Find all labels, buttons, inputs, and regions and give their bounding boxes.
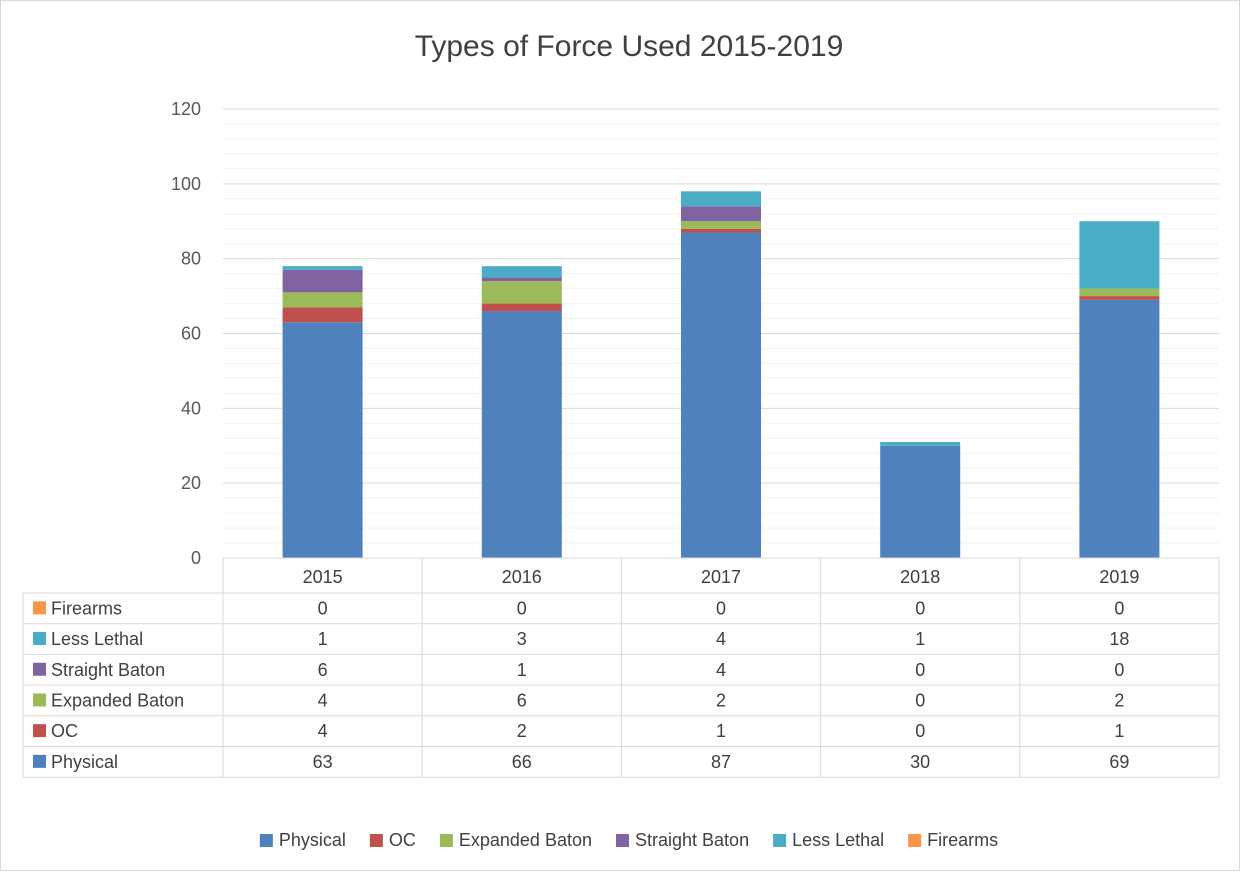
table-series-label: OC: [51, 721, 78, 741]
y-tick-label: 40: [181, 398, 201, 418]
table-series-label: Expanded Baton: [51, 690, 184, 710]
table-legend-key: [33, 632, 46, 646]
category-label: 2017: [701, 567, 741, 587]
table-value: 6: [517, 690, 527, 710]
table-value: 3: [517, 629, 527, 649]
legend-label: Physical: [279, 830, 346, 850]
table-value: 30: [910, 752, 930, 772]
table-value: 66: [512, 752, 532, 772]
table-value: 0: [1114, 598, 1124, 618]
table-legend-key: [33, 601, 46, 615]
y-tick-label: 60: [181, 324, 201, 344]
table-value: 2: [1114, 690, 1124, 710]
legend-key: [259, 834, 273, 847]
category-label: 2019: [1099, 567, 1139, 587]
table-value: 6: [318, 660, 328, 680]
table-value: 4: [318, 690, 328, 710]
table-legend-key: [33, 693, 46, 707]
legend-key: [773, 834, 787, 847]
table-value: 63: [313, 752, 333, 772]
y-tick-label: 20: [181, 473, 201, 493]
table-value: 87: [711, 752, 731, 772]
table-value: 4: [716, 629, 726, 649]
table-legend-key: [33, 754, 46, 768]
table-value: 1: [1114, 721, 1124, 741]
bar-segment: [481, 303, 562, 312]
bar-segment: [681, 206, 761, 222]
legend-label: Straight Baton: [635, 830, 749, 850]
legend: Physical OC Expanded Baton Straight Baton Le…: [259, 830, 998, 850]
chart-title: Types of Force Used 2015-2019: [415, 30, 844, 63]
bar-segment: [481, 277, 562, 282]
legend-label: Less Lethal: [792, 830, 884, 850]
bar-segment: [681, 232, 761, 558]
table-value: 0: [716, 598, 726, 618]
category-label: 2018: [900, 567, 940, 587]
table-value: 1: [915, 629, 925, 649]
table-value: 1: [517, 660, 527, 680]
table-value: 2: [716, 690, 726, 710]
legend-label: Firearms: [927, 830, 998, 850]
table-value: 1: [318, 629, 328, 649]
bars: [282, 191, 1160, 558]
table-value: 0: [1114, 660, 1124, 680]
bar-segment: [880, 442, 961, 446]
table-value: 69: [1109, 752, 1129, 772]
table-value: 4: [318, 721, 328, 741]
table-value: 18: [1109, 629, 1129, 649]
legend-key: [439, 834, 453, 847]
table-value: 0: [915, 690, 925, 710]
table-legend-key: [33, 662, 46, 676]
legend-label: Expanded Baton: [459, 830, 592, 850]
table-value: 0: [318, 598, 328, 618]
bar-segment: [282, 307, 363, 323]
y-tick-label: 120: [171, 99, 201, 119]
bar-segment: [681, 191, 761, 207]
legend-key: [369, 834, 383, 847]
bar-segment: [481, 266, 562, 278]
bar-segment: [681, 221, 761, 229]
table-value: 2: [517, 721, 527, 741]
category-label: 2015: [303, 567, 343, 587]
bar-segment: [880, 445, 961, 558]
bar-segment: [481, 281, 562, 304]
table-value: 0: [915, 598, 925, 618]
legend-label: OC: [389, 830, 416, 850]
bar-segment: [282, 292, 363, 308]
bar-segment: [1079, 221, 1160, 289]
legend-key: [616, 834, 629, 847]
bar-segment: [282, 322, 363, 558]
bar-segment: [1079, 299, 1160, 558]
y-axis-ticks: 0 20 40 60 80 100 120: [171, 99, 201, 568]
table-value: 0: [517, 598, 527, 618]
table-value: 0: [915, 721, 925, 741]
bar-segment: [282, 266, 363, 270]
bar-segment: [1079, 296, 1160, 300]
bar-segment: [282, 269, 363, 293]
table-value: 4: [716, 660, 726, 680]
table-value: 1: [716, 721, 726, 741]
table-series-label: Less Lethal: [51, 629, 143, 649]
y-tick-label: 80: [181, 249, 201, 269]
bar-segment: [481, 311, 562, 558]
table-series-label: Physical: [51, 752, 118, 772]
table-legend-key: [33, 724, 46, 738]
bar-segment: [681, 228, 761, 233]
y-tick-label: 0: [191, 548, 201, 568]
legend-key: [908, 834, 922, 847]
table-value: 0: [915, 660, 925, 680]
table-series-label: Firearms: [51, 598, 122, 618]
bar-segment: [1079, 288, 1160, 297]
y-tick-label: 100: [171, 174, 201, 194]
table-series-label: Straight Baton: [51, 660, 165, 680]
category-label: 2016: [502, 567, 542, 587]
